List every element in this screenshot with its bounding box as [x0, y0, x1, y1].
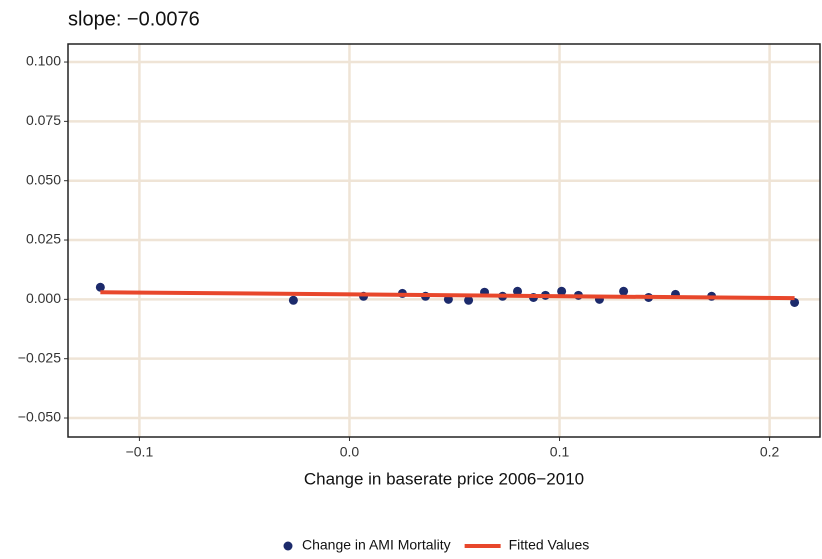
y-tick-label: 0.000 [26, 290, 61, 306]
y-tick-label: 0.050 [26, 171, 61, 187]
point [557, 286, 567, 296]
legend-label: Fitted Values [509, 537, 590, 553]
y-tick-label: 0.025 [26, 231, 61, 247]
chart-title: slope: −0.0076 [68, 8, 200, 30]
point [790, 297, 800, 307]
point [288, 295, 298, 305]
legend-label: Change in AMI Mortality [302, 537, 451, 553]
point [513, 286, 523, 296]
y-tick-label: 0.100 [26, 53, 61, 69]
y-tick-label: −0.050 [18, 409, 61, 425]
y-tick-label: −0.025 [18, 349, 61, 365]
point [464, 295, 474, 305]
x-axis-label: Change in baserate price 2006−2010 [304, 469, 584, 488]
point [95, 282, 105, 292]
plot-border [67, 43, 821, 438]
fitted-line [100, 290, 795, 301]
x-tick-label: 0.2 [760, 444, 780, 460]
point [619, 286, 629, 296]
x-tick-label: 0.0 [340, 444, 360, 460]
x-tick-label: −0.1 [126, 444, 154, 460]
x-tick-label: 0.1 [550, 444, 570, 460]
legend-symbol [283, 541, 293, 551]
y-tick-label: 0.075 [26, 112, 61, 128]
